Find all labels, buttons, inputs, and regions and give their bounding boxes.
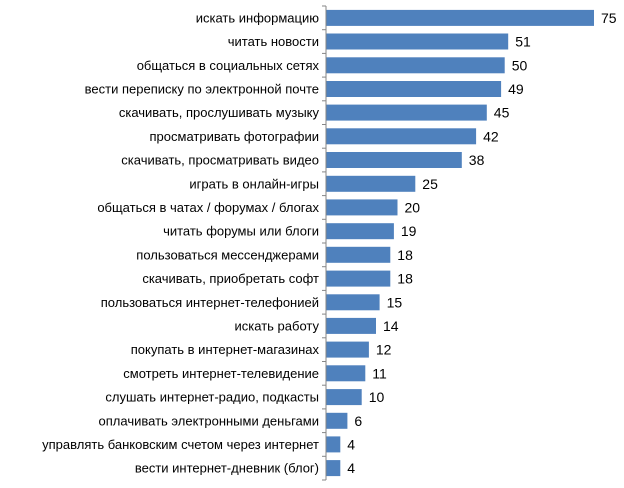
- category-label: читать новости: [228, 34, 319, 49]
- value-label: 50: [512, 57, 528, 73]
- bar: [326, 175, 416, 192]
- category-label: пользоваться интернет-телефонией: [101, 295, 319, 310]
- value-label: 18: [397, 271, 413, 287]
- bar: [326, 365, 366, 382]
- bar: [326, 294, 380, 311]
- bar: [326, 104, 487, 121]
- bar: [326, 199, 398, 216]
- category-label: слушать интернет-радио, подкасты: [105, 390, 319, 405]
- category-label: искать информацию: [196, 10, 319, 25]
- value-label: 15: [387, 294, 403, 310]
- bar: [326, 33, 509, 50]
- value-label: 25: [422, 176, 438, 192]
- category-label: покупать в интернет-магазинах: [131, 342, 320, 357]
- category-label: скачивать, просматривать видео: [121, 153, 319, 168]
- bar: [326, 270, 391, 287]
- value-label: 10: [369, 389, 385, 405]
- category-label: скачивать, приобретать софт: [142, 271, 319, 286]
- bar: [326, 341, 369, 358]
- category-label: читать форумы или блоги: [163, 224, 319, 239]
- category-label: вести интернет-дневник (блог): [135, 461, 319, 476]
- category-label: скачивать, прослушивать музыку: [119, 105, 320, 120]
- bar: [326, 223, 394, 240]
- bar: [326, 57, 505, 74]
- category-label: искать работу: [235, 318, 320, 333]
- value-label: 11: [372, 365, 387, 381]
- value-label: 6: [354, 413, 362, 429]
- bar: [326, 81, 502, 97]
- category-label: общаться в чатах / форумах / блогах: [97, 200, 319, 215]
- category-label: общаться в социальных сетях: [137, 58, 320, 73]
- bar: [326, 389, 362, 406]
- bar: [326, 436, 341, 453]
- value-label: 49: [508, 81, 524, 97]
- value-label: 4: [347, 436, 355, 452]
- bars-group: [326, 9, 594, 477]
- value-label: 45: [494, 105, 510, 121]
- value-label: 19: [401, 223, 417, 239]
- bar: [326, 128, 477, 145]
- bar: [326, 152, 462, 168]
- category-labels-group: искать информацию читать новости общаться …: [42, 10, 319, 475]
- category-label: управлять банковским счетом через интерн…: [42, 437, 319, 452]
- category-label: оплачивать электронными деньгами: [99, 413, 319, 428]
- category-label: вести переписку по электронной почте: [85, 82, 319, 97]
- axis-ticks-group: [322, 5, 326, 481]
- value-label: 4: [347, 460, 355, 476]
- bar: [326, 460, 341, 477]
- value-label: 12: [376, 342, 392, 358]
- value-label: 38: [469, 152, 485, 168]
- category-label: играть в онлайн-игры: [189, 176, 319, 191]
- bar: [326, 9, 594, 26]
- value-label: 18: [397, 247, 413, 263]
- value-label: 20: [405, 199, 421, 215]
- category-label: просматривать фотографии: [150, 129, 319, 144]
- value-label: 42: [483, 128, 499, 144]
- bar: [326, 246, 391, 263]
- value-label: 75: [601, 10, 617, 26]
- value-label: 51: [515, 34, 531, 50]
- bar: [326, 317, 376, 334]
- bar: [326, 412, 348, 429]
- category-label: пользоваться мессенджерами: [136, 247, 319, 262]
- value-label: 14: [383, 318, 399, 334]
- category-label: смотреть интернет-телевидение: [123, 366, 319, 381]
